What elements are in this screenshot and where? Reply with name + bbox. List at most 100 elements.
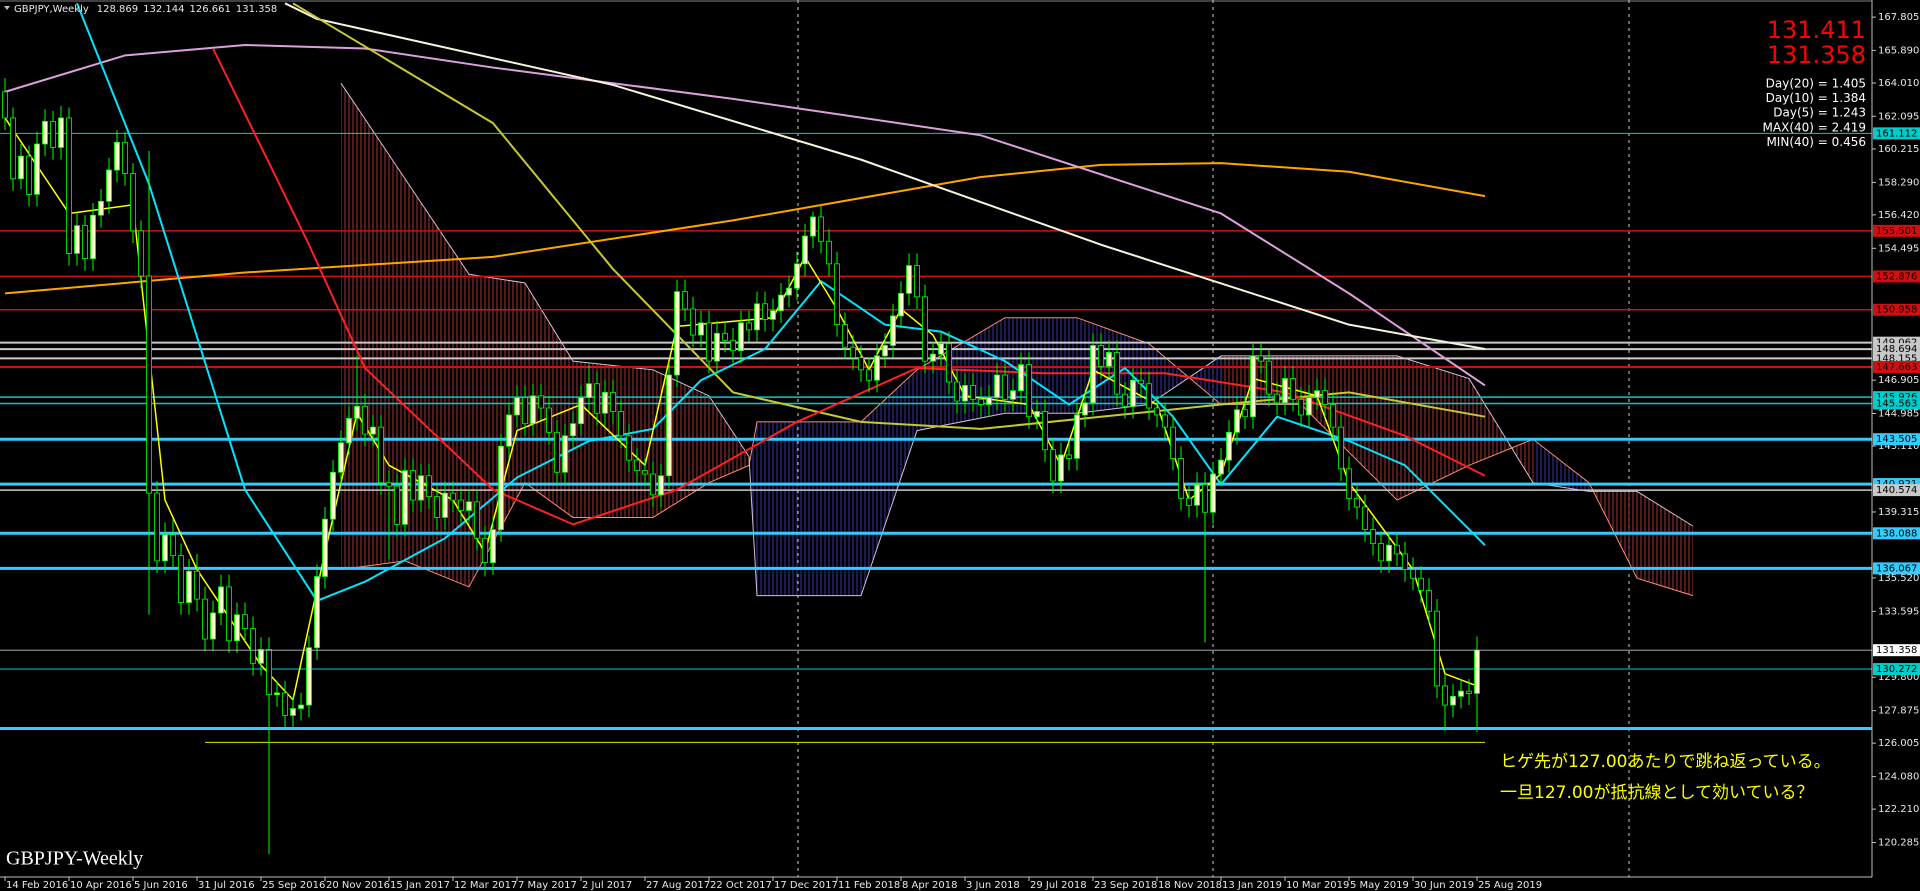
candle-body xyxy=(818,216,824,242)
candle-body xyxy=(1146,383,1152,409)
candle-body xyxy=(922,296,928,362)
candle-body xyxy=(682,291,688,310)
candle-body xyxy=(1130,379,1136,407)
candle-body xyxy=(1394,544,1400,555)
candle-body xyxy=(522,397,528,425)
x-tick-label: 31 Jul 2016 xyxy=(198,880,255,891)
candle-body xyxy=(674,291,680,376)
candle-body xyxy=(650,473,656,496)
x-tick-label: 10 Mar 2019 xyxy=(1286,880,1349,891)
candle-body xyxy=(1090,345,1096,404)
candle-body xyxy=(26,155,32,195)
candle-body xyxy=(1338,426,1344,470)
candle-body xyxy=(298,704,304,709)
candle-body xyxy=(466,501,472,511)
current-price-box xyxy=(1873,644,1920,657)
candle-body xyxy=(954,381,960,402)
candle-body xyxy=(914,265,920,298)
candle-body xyxy=(1026,364,1032,418)
candle-body xyxy=(634,459,640,471)
y-tick-label: 158.290 xyxy=(1878,177,1919,188)
candle-body xyxy=(938,343,944,355)
candle-body xyxy=(50,121,56,148)
plot-area xyxy=(0,2,1872,855)
y-tick-label: 154.495 xyxy=(1878,243,1919,254)
level-box xyxy=(1873,270,1920,283)
y-tick-label: 160.215 xyxy=(1878,144,1919,155)
candle-body xyxy=(586,383,592,398)
candle-body xyxy=(970,385,976,400)
candle-body xyxy=(442,492,448,518)
candle-body xyxy=(514,397,520,416)
x-tick-label: 5 May 2019 xyxy=(1350,880,1409,891)
candle-body xyxy=(330,471,336,520)
candle-body xyxy=(306,647,312,706)
x-tick-label: 8 Apr 2018 xyxy=(902,880,957,891)
candle-body xyxy=(1218,459,1224,475)
candle-body xyxy=(210,612,216,640)
candle-body xyxy=(1282,378,1288,404)
x-tick-label: 27 Aug 2017 xyxy=(646,880,710,891)
candle-body xyxy=(1266,360,1272,395)
menu-icon[interactable] xyxy=(4,6,10,10)
candle-body xyxy=(1178,457,1184,499)
candle-body xyxy=(490,529,496,564)
candle-body xyxy=(666,374,672,477)
x-tick-label: 12 Mar 2017 xyxy=(454,880,517,891)
candle-body xyxy=(226,586,232,642)
axes: 167.805 165.890 164.010 162.095 160.215 158.2… xyxy=(4,12,1920,891)
x-tick-label: 7 May 2017 xyxy=(518,880,577,891)
candle-body xyxy=(498,445,504,531)
candle-body xyxy=(1442,685,1448,706)
candle-body xyxy=(378,426,384,484)
candle-body xyxy=(978,398,984,405)
candle-body xyxy=(1210,473,1216,513)
candle-body xyxy=(1034,411,1040,418)
candle-body xyxy=(1066,454,1072,459)
candle-body xyxy=(826,240,832,265)
candle-body xyxy=(1202,484,1208,513)
candle-body xyxy=(554,431,560,473)
candle-body xyxy=(426,475,432,498)
x-tick-label: 18 Nov 2018 xyxy=(1158,880,1222,891)
x-tick-label: 14 Feb 2016 xyxy=(6,880,68,891)
candle-body xyxy=(962,385,968,402)
bid-price: 131.358 xyxy=(1767,41,1866,69)
current-price-label: 131.358 xyxy=(1876,645,1917,656)
candle-body xyxy=(1162,414,1168,428)
candle-body xyxy=(18,155,24,180)
level-label: 138.088 xyxy=(1876,528,1917,539)
level-label: 143.505 xyxy=(1876,434,1917,445)
candle-body xyxy=(1106,352,1112,367)
candle-body xyxy=(474,501,480,539)
x-tick-label: 29 Jul 2018 xyxy=(1030,880,1087,891)
cloud-segment xyxy=(1149,343,1221,405)
candle-body xyxy=(138,230,144,277)
candle-body xyxy=(1378,543,1384,562)
candle-body xyxy=(1458,690,1464,697)
level-label: 152.876 xyxy=(1876,271,1917,282)
candle-body xyxy=(434,496,440,518)
candle-body xyxy=(850,346,856,359)
candle-body xyxy=(594,383,600,414)
candle-body xyxy=(906,265,912,294)
candle-body xyxy=(362,405,368,435)
candle-body xyxy=(1234,409,1240,433)
y-tick-label: 122.210 xyxy=(1878,804,1919,815)
candle-body xyxy=(266,649,272,696)
candle-body xyxy=(794,263,800,289)
candle-body xyxy=(1450,695,1456,706)
y-tick-label: 133.595 xyxy=(1878,606,1919,617)
candle-body xyxy=(946,343,952,383)
y-tick-label: 135.520 xyxy=(1878,573,1919,584)
x-tick-label: 17 Dec 2017 xyxy=(774,880,838,891)
candle-body xyxy=(874,355,880,381)
candle-body xyxy=(1114,352,1120,395)
stat-line: Day(5) = 1.243 xyxy=(1773,106,1866,120)
x-tick-label: 25 Sep 2016 xyxy=(262,880,325,891)
candle-body xyxy=(314,576,320,649)
candle-body xyxy=(482,537,488,564)
candle-body xyxy=(1370,529,1376,544)
candle-body xyxy=(722,332,728,341)
